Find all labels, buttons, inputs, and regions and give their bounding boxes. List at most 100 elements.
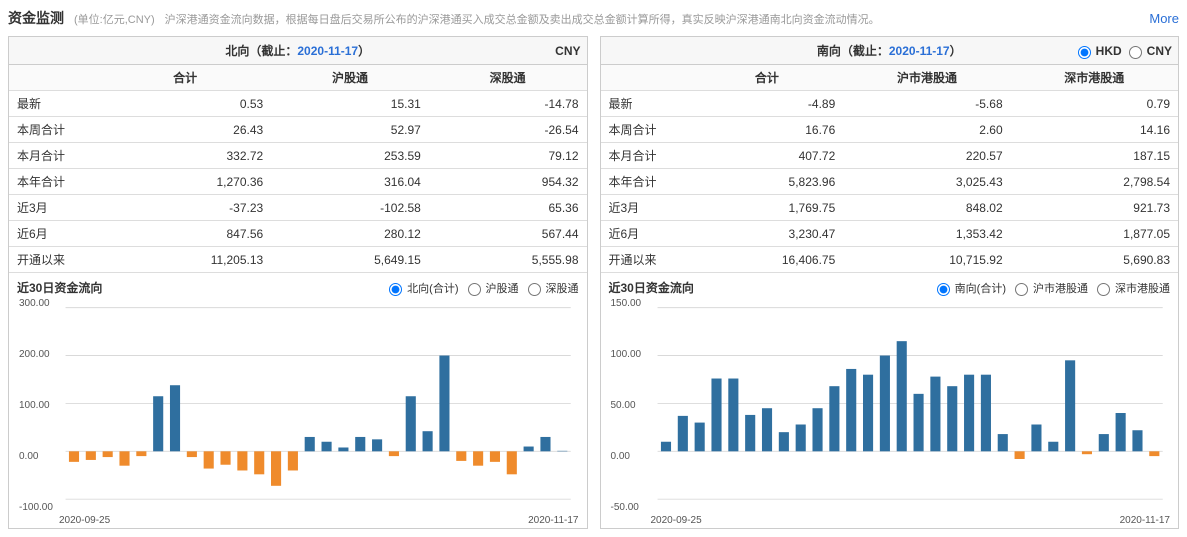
table-row: 近6月847.56280.12567.44 [9, 221, 587, 247]
x-start-label: 2020-09-25 [651, 515, 702, 526]
south-cell: 187.15 [1011, 143, 1178, 169]
north-chart-title: 近30日资金流向 [17, 279, 384, 296]
south-row-label: 最新 [601, 91, 691, 117]
south-row-label: 本周合计 [601, 117, 691, 143]
south-cell: 848.02 [843, 195, 1010, 221]
page-title: 资金监测 [8, 8, 64, 28]
more-link[interactable]: More [1149, 11, 1179, 26]
north-row-label: 近3月 [9, 195, 99, 221]
y-tick-label: 50.00 [611, 400, 636, 411]
chart-radio[interactable]: 沪市港股通 [1010, 280, 1088, 296]
table-row: 最新-4.89-5.680.79 [601, 91, 1179, 117]
north-cell: -102.58 [271, 195, 429, 221]
south-row-label: 近6月 [601, 221, 691, 247]
x-end-label: 2020-11-17 [1120, 515, 1170, 526]
south-cell: 0.79 [1011, 91, 1178, 117]
table-row: 本年合计1,270.36316.04954.32 [9, 169, 587, 195]
x-end-label: 2020-11-17 [528, 515, 578, 526]
north-chart-radios: 北向(合计) 沪股通深股通 [384, 280, 578, 296]
north-cell: 65.36 [429, 195, 587, 221]
south-cell: 1,769.75 [691, 195, 844, 221]
table-row: 本年合计5,823.963,025.432,798.54 [601, 169, 1179, 195]
north-row-label: 本月合计 [9, 143, 99, 169]
south-cell: 16.76 [691, 117, 844, 143]
south-currency-radios: HKDCNY [1073, 43, 1172, 59]
y-tick-label: -100.00 [19, 502, 53, 513]
south-col-2: 深市港股通 [1011, 65, 1178, 91]
currency-radio-cny[interactable]: CNY [1124, 43, 1172, 59]
south-title-prefix: 南向（截止： [817, 44, 889, 58]
south-cell: 2,798.54 [1011, 169, 1178, 195]
south-cell: 220.57 [843, 143, 1010, 169]
table-row: 本周合计16.762.6014.16 [601, 117, 1179, 143]
south-cell: 5,823.96 [691, 169, 844, 195]
y-tick-label: 0.00 [611, 451, 630, 462]
table-row: 本月合计332.72253.5979.12 [9, 143, 587, 169]
north-title-prefix: 北向（截止： [225, 44, 297, 58]
north-cell: 11,205.13 [99, 247, 271, 273]
north-cell: 15.31 [271, 91, 429, 117]
north-col-1: 沪股通 [271, 65, 429, 91]
south-cell: 14.16 [1011, 117, 1178, 143]
north-cell: 26.43 [99, 117, 271, 143]
chart-radio[interactable]: 深股通 [523, 280, 579, 296]
chart-radio[interactable]: 南向(合计) [932, 280, 1006, 296]
y-tick-label: 100.00 [611, 349, 642, 360]
south-cell: 3,230.47 [691, 221, 844, 247]
north-cell: 0.53 [99, 91, 271, 117]
north-cell: 567.44 [429, 221, 587, 247]
north-row-label: 最新 [9, 91, 99, 117]
north-cell: 253.59 [271, 143, 429, 169]
chart-radio[interactable]: 沪股通 [463, 280, 519, 296]
north-title-date: 2020-11-17 [297, 44, 358, 58]
south-chart-radios: 南向(合计)沪市港股通深市港股通 [932, 280, 1170, 296]
south-cell: 10,715.92 [843, 247, 1010, 273]
description-text: 沪深港通资金流向数据，根据每日盘后交易所公布的沪深港通买入成交总金额及卖出成交总… [165, 11, 1140, 27]
south-chart-title: 近30日资金流向 [609, 279, 932, 296]
y-tick-label: 300.00 [19, 298, 50, 309]
north-cell: 5,649.15 [271, 247, 429, 273]
north-row-label: 开通以来 [9, 247, 99, 273]
south-cell: -4.89 [691, 91, 844, 117]
south-cell: 16,406.75 [691, 247, 844, 273]
table-row: 本周合计26.4352.97-26.54 [9, 117, 587, 143]
south-title-date: 2020-11-17 [889, 44, 950, 58]
north-panel: 北向（截止：2020-11-17） CNY 合计 沪股通 深股通 最新0.531… [8, 36, 588, 529]
table-row: 近3月-37.23-102.5865.36 [9, 195, 587, 221]
north-cell: 79.12 [429, 143, 587, 169]
table-row: 本月合计407.72220.57187.15 [601, 143, 1179, 169]
south-cell: 1,877.05 [1011, 221, 1178, 247]
south-title: 南向（截止：2020-11-17） [747, 42, 1033, 59]
y-tick-label: 200.00 [19, 349, 50, 360]
south-col-0: 合计 [691, 65, 844, 91]
north-cell: 5,555.98 [429, 247, 587, 273]
chart-radio[interactable]: 深市港股通 [1092, 280, 1170, 296]
north-cell: 316.04 [271, 169, 429, 195]
north-row-label: 本周合计 [9, 117, 99, 143]
north-cell: 52.97 [271, 117, 429, 143]
north-chart: -100.000.00100.00200.00300.002020-09-252… [9, 298, 587, 528]
table-row: 近3月1,769.75848.02921.73 [601, 195, 1179, 221]
south-cell: 921.73 [1011, 195, 1178, 221]
south-cell: 3,025.43 [843, 169, 1010, 195]
north-cell: 332.72 [99, 143, 271, 169]
table-row: 开通以来16,406.7510,715.925,690.83 [601, 247, 1179, 273]
table-row: 最新0.5315.31-14.78 [9, 91, 587, 117]
north-title-suffix: ） [358, 44, 370, 58]
north-cell: -14.78 [429, 91, 587, 117]
south-cell: -5.68 [843, 91, 1010, 117]
south-title-suffix: ） [950, 44, 962, 58]
currency-radio-hkd[interactable]: HKD [1073, 43, 1122, 59]
y-tick-label: -50.00 [611, 502, 639, 513]
south-row-label: 本月合计 [601, 143, 691, 169]
north-cell: 954.32 [429, 169, 587, 195]
south-table: 合计 沪市港股通 深市港股通 最新-4.89-5.680.79本周合计16.76… [601, 65, 1179, 273]
south-row-label: 本年合计 [601, 169, 691, 195]
north-row-label: 近6月 [9, 221, 99, 247]
table-row: 开通以来11,205.135,649.155,555.98 [9, 247, 587, 273]
north-cell: -37.23 [99, 195, 271, 221]
north-cell: -26.54 [429, 117, 587, 143]
chart-radio[interactable]: 北向(合计) [384, 280, 458, 296]
south-row-label: 开通以来 [601, 247, 691, 273]
south-cell: 407.72 [691, 143, 844, 169]
